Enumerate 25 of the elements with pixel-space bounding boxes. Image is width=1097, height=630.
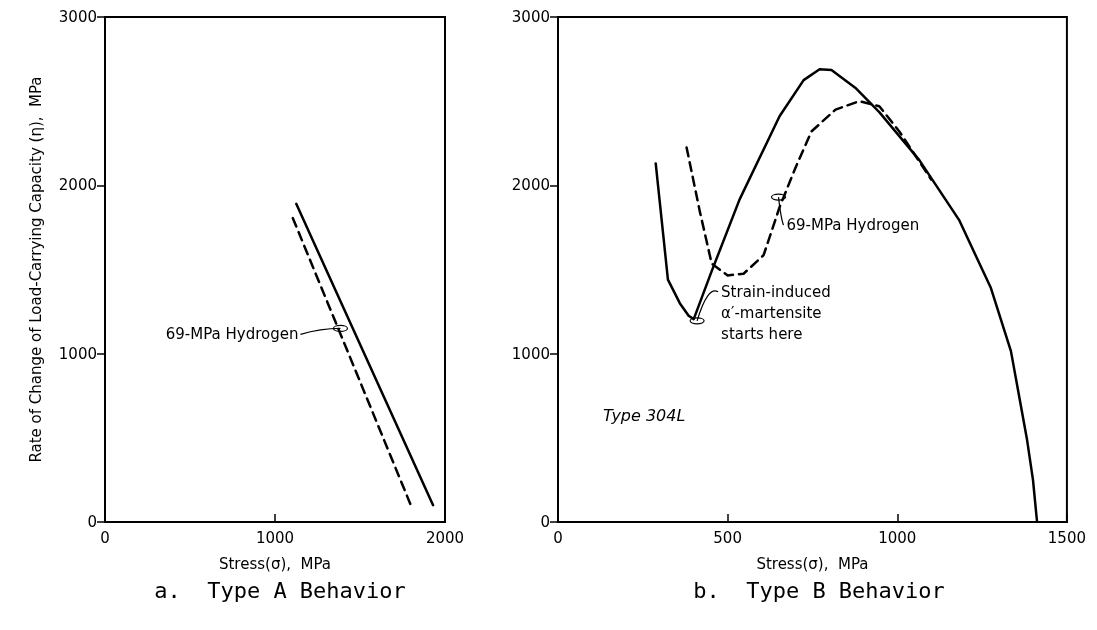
y-tick-label: 1000 (511, 344, 550, 363)
y-tick-label: 2000 (511, 176, 550, 195)
x-axis-title: Stress(σ), MPa (756, 554, 869, 573)
x-tick-label: 1000 (255, 528, 295, 547)
x-tick-label: 500 (713, 528, 742, 547)
annotation: 69-MPa Hydrogen (786, 216, 920, 235)
annotation: Type 304L (603, 405, 686, 425)
x-axis-title: Stress(σ), MPa (218, 554, 332, 573)
annotation: 69-MPa Hydrogen (165, 325, 299, 344)
y-tick-label: 1000 (58, 344, 97, 363)
y-tick-label: 0 (87, 513, 97, 531)
y-axis-title: Rate of Change of Load-Carrying Capacity (η), MPa (26, 76, 45, 463)
y-tick-label: 0 (540, 513, 550, 531)
x-tick-label: 0 (553, 528, 563, 547)
y-tick-label: 2000 (58, 176, 97, 195)
line-series (685, 99, 933, 277)
x-tick-label: 2000 (425, 528, 465, 547)
y-tick-label: 3000 (58, 8, 97, 26)
x-tick-label: 1000 (878, 528, 917, 547)
x-tick-label: 0 (100, 528, 110, 547)
annotation: Strain-induced α′-martensite starts here (721, 282, 831, 343)
y-tick-label: 3000 (511, 8, 550, 26)
x-tick-label: 1500 (1047, 528, 1087, 547)
text: a. Type A Behavior (154, 577, 406, 603)
text: b. Type B Behavior (693, 577, 945, 603)
